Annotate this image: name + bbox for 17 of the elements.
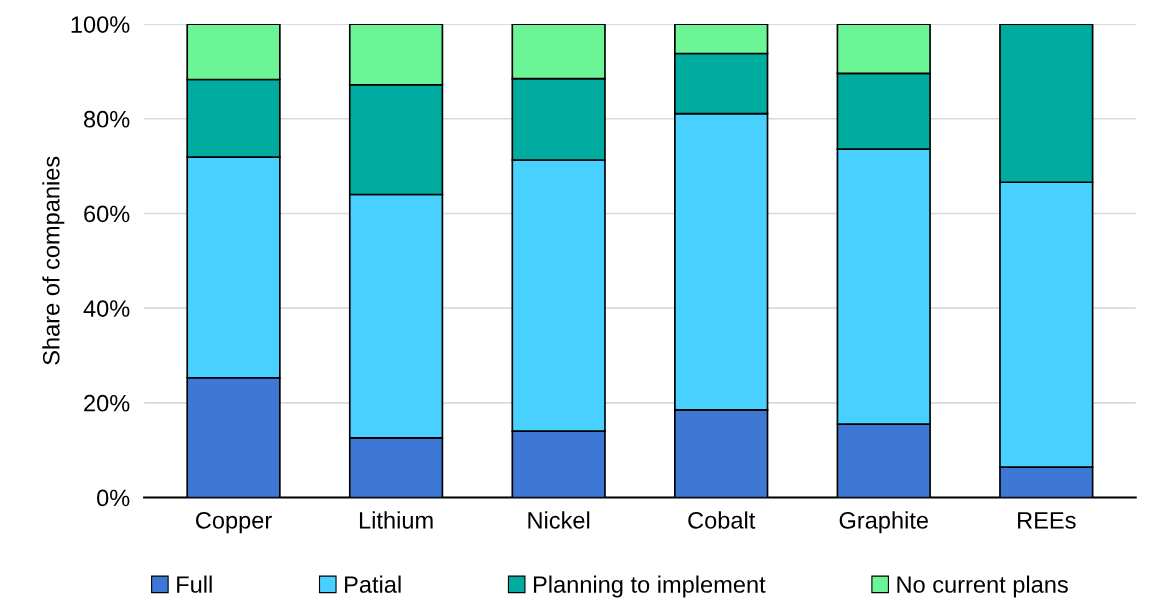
legend-label: Planning to implement (533, 575, 766, 598)
y-axis-title: Share of companies (42, 156, 65, 365)
x-tick-label: Cobalt (688, 511, 756, 529)
legend-label: No current plans (897, 575, 1068, 598)
y-tick-label: 20% (84, 394, 130, 412)
legend-label: Full (177, 575, 212, 593)
x-tick-label: Graphite (839, 511, 928, 534)
y-tick-label: 40% (83, 300, 130, 317)
x-tick-label: Lithium (359, 511, 433, 529)
x-tick-label: Copper (196, 511, 272, 534)
y-tick-label: 100% (71, 16, 130, 33)
y-tick-label: 80% (84, 110, 130, 128)
x-tick-label: REEs (1018, 512, 1076, 529)
y-tick-label: 60% (84, 205, 130, 223)
x-tick-label: Nickel (528, 511, 590, 529)
y-tick-label: 0% (97, 489, 130, 507)
legend-label: Patial (345, 575, 401, 593)
